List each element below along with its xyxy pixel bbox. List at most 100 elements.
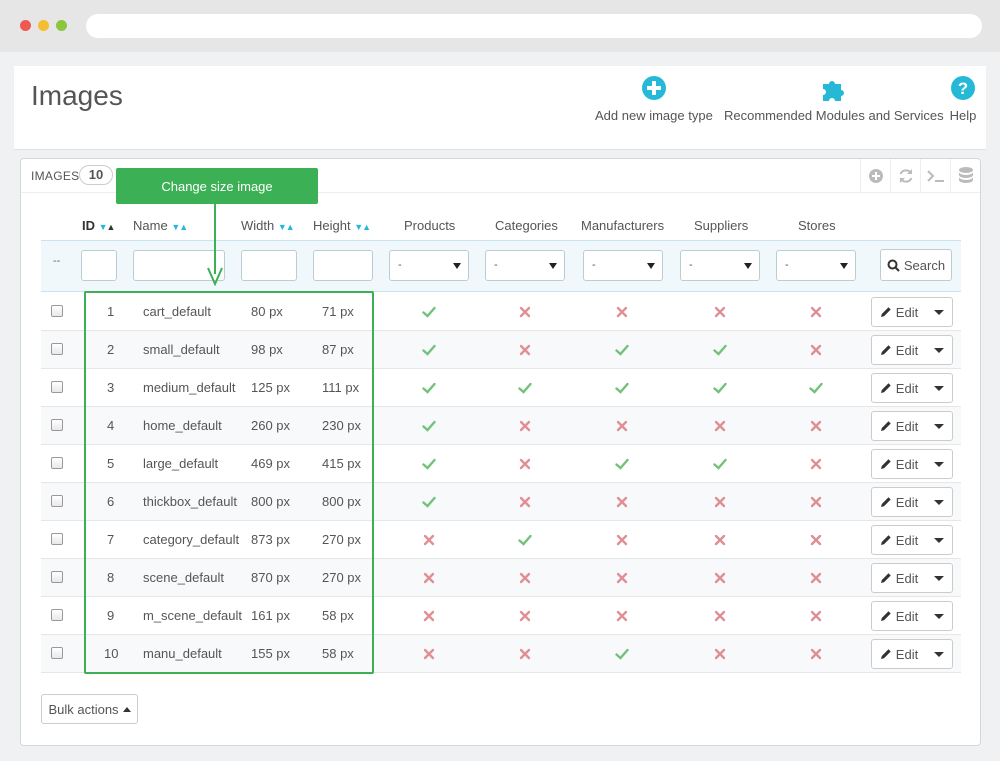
check-icon[interactable]: [713, 343, 727, 357]
row-checkbox[interactable]: [51, 419, 63, 431]
row-actions-dropdown[interactable]: [926, 640, 952, 668]
cross-icon[interactable]: [518, 305, 532, 319]
cross-icon[interactable]: [713, 419, 727, 433]
cross-icon[interactable]: [518, 647, 532, 661]
check-icon[interactable]: [518, 381, 532, 395]
minimize-window-dot[interactable]: [38, 20, 49, 31]
check-icon[interactable]: [518, 533, 532, 547]
check-icon[interactable]: [615, 457, 629, 471]
cross-icon[interactable]: [713, 533, 727, 547]
cross-icon[interactable]: [615, 495, 629, 509]
cross-icon[interactable]: [422, 571, 436, 585]
cross-icon[interactable]: [809, 343, 823, 357]
search-button[interactable]: Search: [880, 249, 952, 281]
filter-name-input[interactable]: [133, 250, 225, 281]
table-row[interactable]: 9 m_scene_default 161 px 58 px Edit: [41, 597, 961, 635]
cross-icon[interactable]: [518, 495, 532, 509]
sort-arrows-icon[interactable]: ▼▲: [354, 222, 371, 232]
col-header-id[interactable]: ID ▼▲: [82, 218, 116, 233]
check-icon[interactable]: [422, 381, 436, 395]
edit-button[interactable]: Edit: [872, 336, 926, 364]
filter-height-input[interactable]: [313, 250, 373, 281]
refresh-list-button[interactable]: [890, 159, 920, 193]
add-new-tool-button[interactable]: [860, 159, 890, 193]
cross-icon[interactable]: [809, 457, 823, 471]
filter-id-input[interactable]: [81, 250, 117, 281]
row-actions-dropdown[interactable]: [926, 412, 952, 440]
row-actions-dropdown[interactable]: [926, 602, 952, 630]
check-icon[interactable]: [422, 343, 436, 357]
cross-icon[interactable]: [615, 305, 629, 319]
help-button[interactable]: ? Help: [949, 74, 977, 123]
check-icon[interactable]: [809, 381, 823, 395]
filter-products-select[interactable]: -: [389, 250, 469, 281]
row-checkbox[interactable]: [51, 457, 63, 469]
table-row[interactable]: 3 medium_default 125 px 111 px Edit: [41, 369, 961, 407]
row-actions-dropdown[interactable]: [926, 450, 952, 478]
row-actions-dropdown[interactable]: [926, 488, 952, 516]
table-row[interactable]: 2 small_default 98 px 87 px Edit: [41, 331, 961, 369]
row-checkbox[interactable]: [51, 647, 63, 659]
table-row[interactable]: 5 large_default 469 px 415 px Edit: [41, 445, 961, 483]
edit-button[interactable]: Edit: [872, 564, 926, 592]
table-row[interactable]: 1 cart_default 80 px 71 px Edit: [41, 293, 961, 331]
check-icon[interactable]: [422, 419, 436, 433]
cross-icon[interactable]: [518, 609, 532, 623]
cross-icon[interactable]: [809, 419, 823, 433]
sort-arrows-icon[interactable]: ▼: [98, 222, 108, 232]
cross-icon[interactable]: [518, 571, 532, 585]
col-header-width[interactable]: Width ▼▲: [241, 218, 295, 233]
check-icon[interactable]: [422, 457, 436, 471]
check-icon[interactable]: [713, 381, 727, 395]
check-icon[interactable]: [713, 457, 727, 471]
row-actions-dropdown[interactable]: [926, 526, 952, 554]
address-bar[interactable]: [86, 14, 982, 38]
cross-icon[interactable]: [809, 609, 823, 623]
col-header-name[interactable]: Name ▼▲: [133, 218, 188, 233]
sort-arrows-icon[interactable]: ▼▲: [171, 222, 188, 232]
row-checkbox[interactable]: [51, 533, 63, 545]
row-checkbox[interactable]: [51, 495, 63, 507]
row-actions-dropdown[interactable]: [926, 298, 952, 326]
row-checkbox[interactable]: [51, 571, 63, 583]
table-row[interactable]: 7 category_default 873 px 270 px Edit: [41, 521, 961, 559]
bulk-actions-button[interactable]: Bulk actions: [41, 694, 138, 724]
check-icon[interactable]: [615, 343, 629, 357]
edit-button[interactable]: Edit: [872, 412, 926, 440]
cross-icon[interactable]: [615, 571, 629, 585]
row-checkbox[interactable]: [51, 381, 63, 393]
cross-icon[interactable]: [809, 495, 823, 509]
cross-icon[interactable]: [615, 419, 629, 433]
cross-icon[interactable]: [422, 647, 436, 661]
table-row[interactable]: 8 scene_default 870 px 270 px Edit: [41, 559, 961, 597]
check-icon[interactable]: [422, 305, 436, 319]
edit-button[interactable]: Edit: [872, 298, 926, 326]
edit-button[interactable]: Edit: [872, 450, 926, 478]
row-actions-dropdown[interactable]: [926, 336, 952, 364]
cross-icon[interactable]: [518, 457, 532, 471]
edit-button[interactable]: Edit: [872, 640, 926, 668]
cross-icon[interactable]: [809, 305, 823, 319]
cross-icon[interactable]: [518, 343, 532, 357]
cross-icon[interactable]: [713, 609, 727, 623]
table-row[interactable]: 4 home_default 260 px 230 px Edit: [41, 407, 961, 445]
add-new-image-type-button[interactable]: Add new image type: [595, 74, 713, 123]
cross-icon[interactable]: [713, 305, 727, 319]
check-icon[interactable]: [615, 381, 629, 395]
row-checkbox[interactable]: [51, 609, 63, 621]
edit-button[interactable]: Edit: [872, 374, 926, 402]
table-row[interactable]: 10 manu_default 155 px 58 px Edit: [41, 635, 961, 673]
edit-button[interactable]: Edit: [872, 526, 926, 554]
cross-icon[interactable]: [615, 533, 629, 547]
cross-icon[interactable]: [713, 647, 727, 661]
table-row[interactable]: 6 thickbox_default 800 px 800 px Edit: [41, 483, 961, 521]
cross-icon[interactable]: [615, 609, 629, 623]
cross-icon[interactable]: [422, 609, 436, 623]
row-checkbox[interactable]: [51, 305, 63, 317]
edit-button[interactable]: Edit: [872, 602, 926, 630]
cross-icon[interactable]: [713, 571, 727, 585]
sort-asc-active-icon[interactable]: ▲: [106, 222, 116, 232]
filter-suppliers-select[interactable]: -: [680, 250, 760, 281]
check-icon[interactable]: [615, 647, 629, 661]
recommended-modules-button[interactable]: Recommended Modules and Services: [724, 74, 944, 123]
